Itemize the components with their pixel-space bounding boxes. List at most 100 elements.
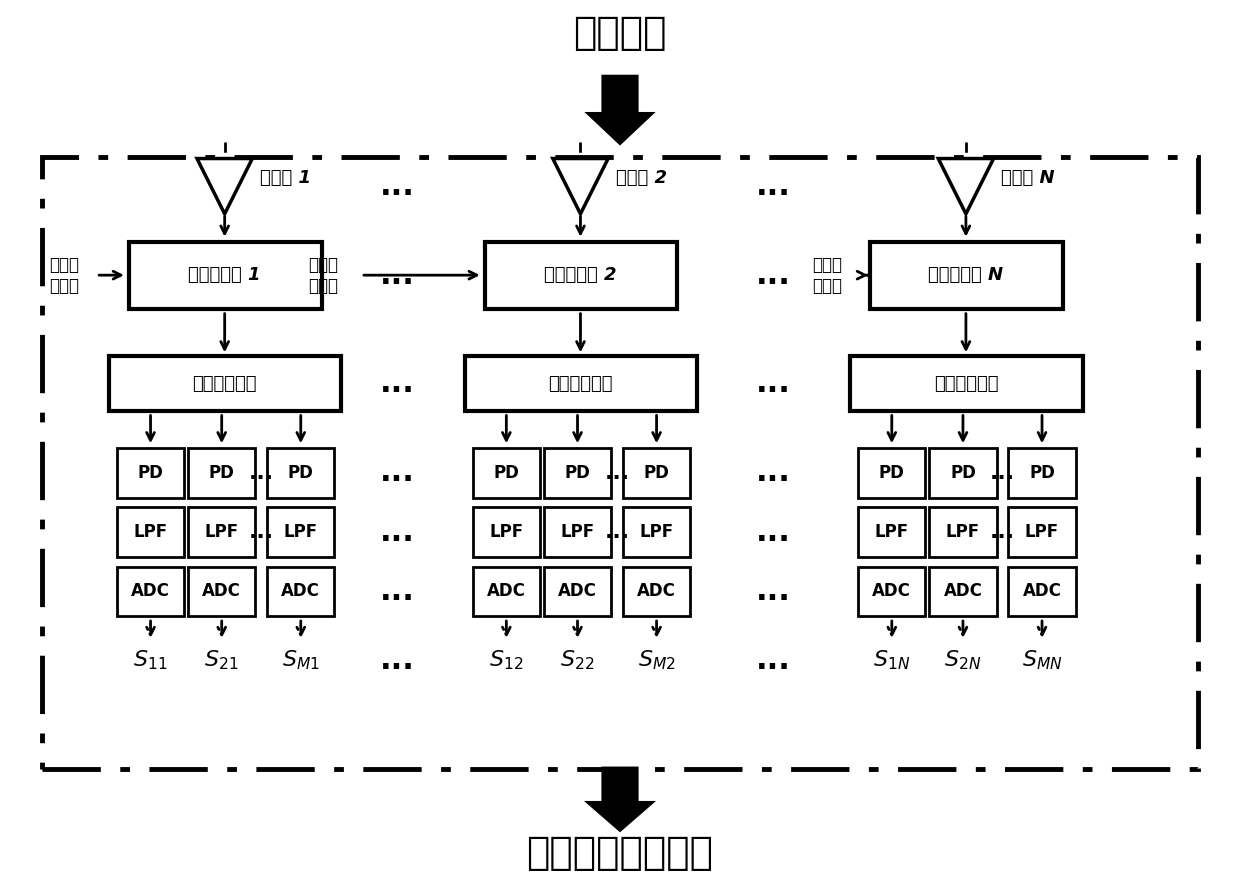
Polygon shape — [591, 77, 649, 142]
Text: ...: ... — [381, 646, 415, 675]
Text: 低噪放 N: 低噪放 N — [1002, 169, 1055, 188]
Text: $S_{MN}$: $S_{MN}$ — [1022, 649, 1063, 673]
Text: ...: ... — [755, 577, 791, 606]
Bar — [188, 448, 255, 497]
Text: LPF: LPF — [284, 523, 317, 541]
Text: PD: PD — [208, 464, 234, 481]
Bar — [465, 356, 697, 410]
Text: PD: PD — [138, 464, 164, 481]
Bar — [42, 157, 1198, 769]
Text: LPF: LPF — [874, 523, 909, 541]
Text: ...: ... — [990, 463, 1016, 483]
Text: ...: ... — [755, 517, 791, 546]
Bar — [929, 508, 997, 557]
Text: ADC: ADC — [281, 582, 320, 601]
Text: ...: ... — [381, 369, 415, 398]
Text: $S_{1N}$: $S_{1N}$ — [873, 649, 910, 673]
Text: $S_{11}$: $S_{11}$ — [134, 649, 167, 673]
Text: ...: ... — [381, 172, 415, 201]
Text: PD: PD — [494, 464, 520, 481]
Bar — [267, 448, 335, 497]
Text: ...: ... — [381, 517, 415, 546]
Text: ...: ... — [990, 522, 1016, 542]
Text: ...: ... — [755, 459, 791, 488]
Text: ...: ... — [381, 260, 415, 289]
Bar — [622, 508, 691, 557]
Text: PD: PD — [950, 464, 976, 481]
Bar — [1008, 448, 1075, 497]
Text: $S_{21}$: $S_{21}$ — [205, 649, 239, 673]
Text: ADC: ADC — [131, 582, 170, 601]
Text: ADC: ADC — [637, 582, 676, 601]
Text: ADC: ADC — [487, 582, 526, 601]
Text: PD: PD — [288, 464, 314, 481]
Bar — [188, 567, 255, 617]
Text: LPF: LPF — [640, 523, 673, 541]
Text: ADC: ADC — [1023, 582, 1061, 601]
Text: 相位调制器 1: 相位调制器 1 — [188, 266, 260, 284]
Text: 光波分复用器: 光波分复用器 — [934, 374, 998, 393]
Bar — [622, 448, 691, 497]
Text: 相位调制器 2: 相位调制器 2 — [544, 266, 616, 284]
Bar — [117, 508, 185, 557]
Bar — [472, 448, 539, 497]
Text: 光波分复用器: 光波分复用器 — [192, 374, 257, 393]
Text: 光波分复用器: 光波分复用器 — [548, 374, 613, 393]
Bar — [129, 241, 321, 309]
Bar — [858, 448, 925, 497]
Bar — [544, 448, 611, 497]
Bar — [188, 508, 255, 557]
Text: $S_{M2}$: $S_{M2}$ — [637, 649, 676, 673]
Text: ...: ... — [249, 463, 274, 483]
Text: ...: ... — [755, 369, 791, 398]
Bar — [929, 567, 997, 617]
Bar — [472, 567, 539, 617]
Text: 数字信号处理模块: 数字信号处理模块 — [527, 834, 713, 873]
Text: 光分束
器输出: 光分束 器输出 — [309, 256, 339, 295]
Text: 低噪放 1: 低噪放 1 — [260, 169, 311, 188]
Bar — [851, 356, 1083, 410]
Text: ...: ... — [755, 260, 791, 289]
Bar — [544, 567, 611, 617]
Bar — [472, 508, 539, 557]
Text: 低噪放 2: 低噪放 2 — [616, 169, 667, 188]
Text: ...: ... — [249, 522, 274, 542]
Bar — [929, 448, 997, 497]
Text: $S_{M1}$: $S_{M1}$ — [281, 649, 320, 673]
Bar — [622, 567, 691, 617]
Text: 接收天线: 接收天线 — [573, 14, 667, 52]
Text: $S_{12}$: $S_{12}$ — [490, 649, 523, 673]
Polygon shape — [591, 769, 649, 829]
Text: ADC: ADC — [944, 582, 982, 601]
Text: ADC: ADC — [202, 582, 241, 601]
Text: PD: PD — [1029, 464, 1055, 481]
Text: LPF: LPF — [1025, 523, 1059, 541]
Text: PD: PD — [564, 464, 590, 481]
Bar — [858, 508, 925, 557]
Text: LPF: LPF — [490, 523, 523, 541]
Bar — [1008, 567, 1075, 617]
Text: ...: ... — [381, 459, 415, 488]
Text: 光分束
器输出: 光分束 器输出 — [812, 256, 842, 295]
Bar — [117, 448, 185, 497]
Text: LPF: LPF — [134, 523, 167, 541]
Text: PD: PD — [879, 464, 905, 481]
Bar — [1008, 508, 1075, 557]
Bar — [267, 508, 335, 557]
Text: ...: ... — [381, 577, 415, 606]
Text: LPF: LPF — [205, 523, 239, 541]
Bar — [117, 567, 185, 617]
Text: ...: ... — [755, 646, 791, 675]
Text: PD: PD — [644, 464, 670, 481]
Text: 光分束
器输出: 光分束 器输出 — [50, 256, 79, 295]
Text: 相位调制器 N: 相位调制器 N — [929, 266, 1003, 284]
Bar — [858, 567, 925, 617]
Text: ...: ... — [604, 522, 630, 542]
Text: LPF: LPF — [946, 523, 980, 541]
Text: $S_{2N}$: $S_{2N}$ — [945, 649, 982, 673]
Bar — [109, 356, 341, 410]
Text: ...: ... — [755, 172, 791, 201]
Bar — [267, 567, 335, 617]
Text: $S_{22}$: $S_{22}$ — [560, 649, 595, 673]
Text: ADC: ADC — [558, 582, 596, 601]
